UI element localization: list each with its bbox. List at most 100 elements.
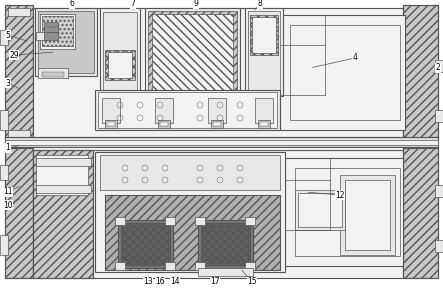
Bar — [0, 30, 8, 45]
Bar — [295, 168, 400, 256]
Bar — [102, 98, 120, 123]
Text: 3: 3 — [6, 79, 11, 88]
Bar — [103, 12, 137, 122]
Bar — [252, 17, 276, 53]
Polygon shape — [36, 155, 88, 195]
Bar — [33, 150, 403, 278]
Bar — [213, 122, 221, 126]
Bar — [5, 5, 33, 140]
Bar — [285, 158, 403, 266]
Text: 12: 12 — [335, 190, 345, 199]
Bar — [5, 148, 33, 278]
Bar — [290, 25, 400, 120]
Bar — [208, 98, 226, 123]
Bar — [105, 120, 117, 128]
Bar — [5, 137, 438, 147]
Text: 9: 9 — [194, 0, 198, 8]
Bar — [38, 68, 68, 78]
Text: 5: 5 — [6, 31, 11, 40]
Bar — [40, 14, 75, 49]
Bar — [5, 148, 33, 278]
Bar — [36, 158, 91, 166]
Bar — [115, 262, 125, 270]
Bar — [5, 140, 438, 145]
Bar — [195, 217, 205, 225]
Bar — [36, 155, 88, 195]
Bar — [403, 5, 438, 140]
Text: 13: 13 — [143, 277, 153, 286]
Bar — [195, 262, 205, 270]
Bar — [0, 165, 8, 180]
Bar — [160, 122, 168, 126]
Text: 10: 10 — [3, 201, 13, 210]
Bar — [98, 92, 277, 128]
Text: 29: 29 — [9, 51, 19, 60]
Text: 1: 1 — [6, 144, 10, 153]
Bar — [435, 240, 443, 252]
Bar — [340, 175, 395, 255]
Bar — [100, 155, 280, 190]
Text: 14: 14 — [170, 277, 180, 286]
Bar — [165, 262, 175, 270]
Text: 2: 2 — [435, 64, 440, 73]
Bar — [435, 110, 443, 122]
Bar — [42, 16, 73, 46]
Bar — [44, 22, 58, 32]
Bar — [260, 122, 268, 126]
Bar — [95, 152, 285, 272]
Bar — [245, 262, 255, 270]
Text: 11: 11 — [3, 188, 13, 197]
Bar — [33, 150, 93, 278]
Text: 16: 16 — [155, 277, 165, 286]
Bar — [148, 11, 237, 105]
Bar — [250, 15, 278, 55]
Text: 15: 15 — [247, 277, 257, 286]
Bar — [435, 60, 443, 72]
Bar — [245, 8, 283, 96]
Bar — [280, 15, 405, 130]
Bar — [38, 11, 94, 73]
Bar — [36, 185, 91, 193]
Bar — [105, 195, 280, 270]
Bar — [198, 268, 253, 276]
Bar — [403, 148, 438, 278]
Bar — [42, 72, 64, 77]
Bar — [95, 90, 280, 130]
Bar — [403, 148, 438, 278]
Bar — [258, 120, 270, 128]
Text: 17: 17 — [210, 277, 220, 286]
Bar — [298, 193, 342, 227]
Bar — [345, 180, 390, 250]
Bar — [8, 130, 30, 138]
Bar — [118, 220, 173, 268]
Bar — [155, 98, 173, 123]
Bar — [0, 110, 8, 130]
Bar — [108, 52, 132, 78]
Text: 4: 4 — [353, 53, 358, 62]
Bar — [145, 8, 240, 108]
Bar — [115, 217, 125, 225]
Text: 8: 8 — [258, 0, 262, 8]
Bar — [100, 8, 140, 126]
Bar — [152, 14, 233, 102]
Bar — [211, 120, 223, 128]
Text: 7: 7 — [131, 0, 136, 8]
Bar — [33, 150, 93, 278]
Bar — [123, 225, 168, 263]
Bar — [201, 223, 250, 265]
Bar — [248, 11, 280, 93]
Bar — [435, 185, 443, 197]
Bar — [165, 217, 175, 225]
Bar — [8, 8, 30, 16]
Bar — [158, 120, 170, 128]
Bar — [198, 220, 253, 268]
Bar — [203, 225, 248, 263]
Bar — [105, 50, 135, 80]
Text: 6: 6 — [70, 0, 74, 8]
Bar — [245, 217, 255, 225]
Bar — [255, 98, 273, 123]
Bar — [403, 5, 438, 140]
Bar — [35, 8, 97, 76]
Bar — [33, 8, 403, 138]
Bar — [107, 122, 115, 126]
